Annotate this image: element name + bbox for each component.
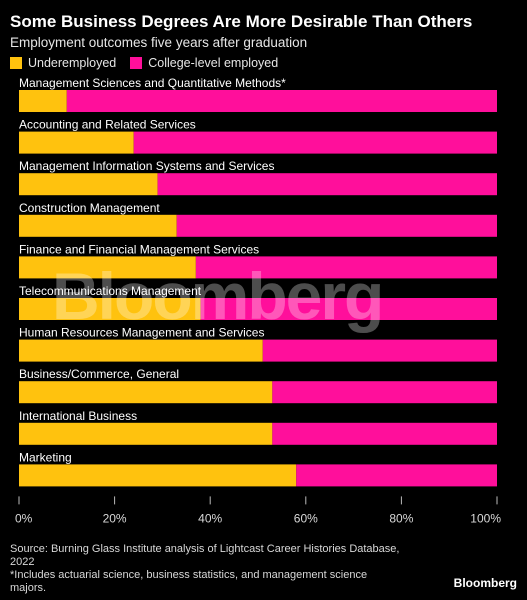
category-label: International Business [19, 409, 137, 423]
legend-label-underemployed: Underemployed [28, 56, 117, 70]
bloomberg-logo: Bloomberg [453, 576, 517, 590]
x-tick-label: 100% [470, 511, 501, 525]
x-tick-label: 0% [15, 511, 33, 525]
x-tick-label: 40% [198, 511, 222, 525]
bar-underemployed [19, 90, 67, 112]
x-tick-label: 20% [103, 511, 127, 525]
bar-underemployed [19, 256, 196, 279]
bar-underemployed [19, 381, 273, 404]
category-label: Human Resources Management and Services [19, 326, 264, 340]
bar-underemployed [19, 298, 201, 320]
bar-college-level-employed [200, 298, 497, 320]
legend-swatch-college-level-employed [130, 57, 143, 69]
legend-label-college-level-employed: College-level employed [148, 56, 279, 70]
legend-swatch-underemployed [10, 57, 22, 69]
page-title: Some Business Degrees Are More Desirable… [10, 12, 473, 31]
category-label: Construction Management [19, 201, 160, 215]
bar-college-level-employed [262, 339, 497, 362]
bar-college-level-employed [176, 214, 498, 237]
bar-underemployed [19, 422, 273, 445]
bar-underemployed [19, 214, 177, 237]
category-label: Marketing [19, 450, 72, 464]
legend: Underemployed College-level employed [10, 56, 292, 70]
footnote-line: majors. [10, 582, 47, 594]
bar-college-level-employed [296, 464, 497, 487]
bar-college-level-employed [272, 381, 497, 404]
bloomberg-watermark: Bloomberg [52, 259, 384, 333]
category-label: Telecommunications Management [19, 284, 202, 298]
footnote-line: *Includes actuarial science, business st… [10, 569, 368, 581]
source-note: Source: Burning Glass Institute analysis… [10, 543, 410, 595]
bar-college-level-employed [133, 131, 497, 154]
source-line: 2022 [10, 556, 35, 568]
bar-underemployed [19, 464, 297, 487]
category-label: Accounting and Related Services [19, 118, 196, 132]
category-label: Management Sciences and Quantitative Met… [19, 76, 286, 90]
bar-college-level-employed [157, 173, 497, 196]
bar-underemployed [19, 173, 158, 196]
bar-college-level-employed [195, 256, 498, 279]
x-tick-label: 60% [294, 511, 318, 525]
category-label: Management Information Systems and Servi… [19, 159, 274, 173]
legend-item-college-level-employed: College-level employed [130, 56, 278, 70]
bar-college-level-employed [272, 422, 497, 445]
category-label: Business/Commerce, General [19, 367, 179, 381]
bar-underemployed [19, 131, 134, 154]
bar-underemployed [19, 339, 263, 362]
bar-college-level-employed [66, 90, 498, 112]
stacked-bar-chart: Management Sciences and Quantitative Met… [15, 76, 501, 525]
page-subtitle: Employment outcomes five years after gra… [10, 35, 308, 50]
category-label: Finance and Financial Management Service… [19, 242, 259, 256]
x-tick-label: 80% [389, 511, 413, 525]
source-line: Source: Burning Glass Institute analysis… [10, 543, 400, 555]
legend-item-underemployed: Underemployed [10, 56, 116, 70]
